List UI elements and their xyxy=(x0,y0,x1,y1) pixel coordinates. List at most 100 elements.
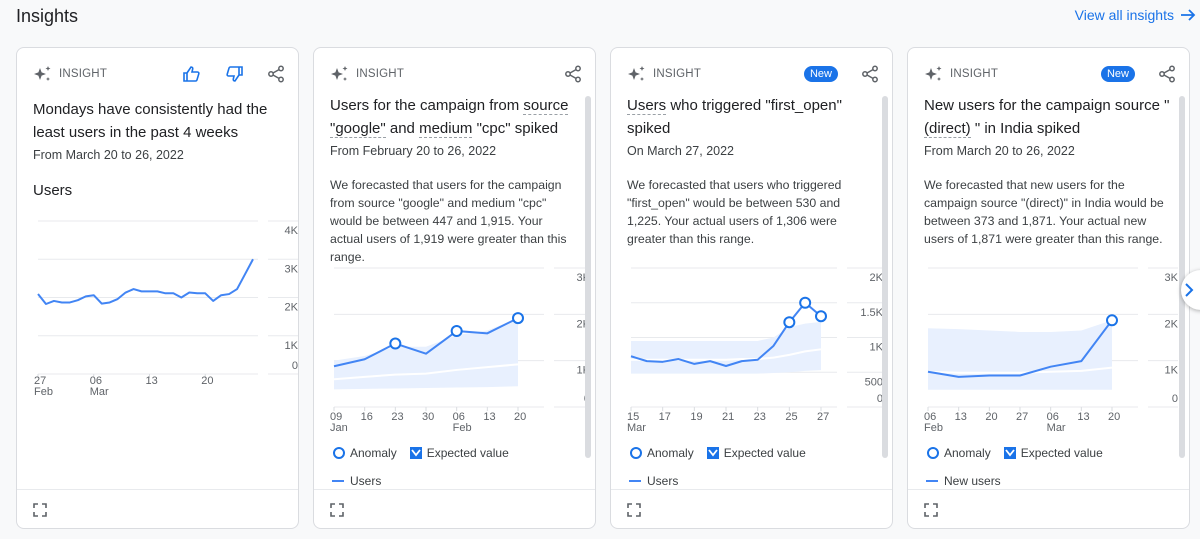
anomaly-circle-icon xyxy=(927,447,939,459)
thumbs-down-icon[interactable] xyxy=(224,64,244,84)
scrollbar[interactable] xyxy=(882,96,888,458)
legend-anomaly: Anomaly xyxy=(350,446,397,460)
dimension-medium[interactable]: medium xyxy=(419,120,473,138)
y-tick-label: 3K xyxy=(285,263,299,275)
insight-date: From March 20 to 26, 2022 xyxy=(924,144,1075,158)
insight-description: We forecasted that users for the campaig… xyxy=(330,178,567,264)
x-tick-sublabel: Feb xyxy=(34,386,53,398)
x-tick-label: 25 xyxy=(785,411,797,423)
insight-date: From March 20 to 26, 2022 xyxy=(33,148,184,162)
expand-icon[interactable] xyxy=(924,503,938,517)
y-tick-label: 0 xyxy=(292,360,298,372)
expected-value-checkbox-icon[interactable] xyxy=(1003,446,1017,460)
series-legend: New users xyxy=(926,474,1001,488)
x-tick-label: 06 xyxy=(453,411,465,423)
section-title: Insights xyxy=(16,6,79,26)
expected-value-line xyxy=(631,348,822,361)
users-anomaly-chart: 3K2K1K009Jan16233006Feb1320 xyxy=(330,267,591,434)
insight-label: INSIGHT xyxy=(356,68,405,80)
share-icon[interactable] xyxy=(563,64,583,84)
x-tick-label: 19 xyxy=(690,411,702,423)
x-tick-label: 30 xyxy=(422,411,434,423)
card-footer xyxy=(314,489,595,528)
x-tick-label: 23 xyxy=(391,411,403,423)
series-line-icon xyxy=(332,480,344,482)
insight-card-direct-india[interactable]: INSIGHT New New users for the campaign s… xyxy=(907,47,1190,529)
anomaly-point xyxy=(799,296,812,309)
share-icon[interactable] xyxy=(266,64,286,84)
x-tick-label: 15 xyxy=(627,411,639,423)
insight-date: On March 27, 2022 xyxy=(627,144,735,158)
chart-legend: Anomaly Expected value xyxy=(332,446,509,460)
insight-card-google-cpc[interactable]: INSIGHT Users for the campaign from sour… xyxy=(313,47,596,529)
x-tick-label: 23 xyxy=(754,411,766,423)
share-icon[interactable] xyxy=(860,64,880,84)
x-tick-sublabel: Feb xyxy=(453,422,472,434)
y-tick-label: 3K xyxy=(1165,272,1179,284)
view-all-insights-link[interactable]: View all insights xyxy=(1075,7,1196,23)
x-tick-sublabel: Jan xyxy=(330,422,348,434)
x-tick-label: 06 xyxy=(90,375,102,387)
dimension-value[interactable]: "google" xyxy=(330,120,386,138)
insight-card-mondays[interactable]: INSIGHT Mondays have consistently had th… xyxy=(16,47,299,529)
x-tick-label: 13 xyxy=(1077,411,1089,423)
card-footer xyxy=(17,489,298,528)
dimension-source[interactable]: source xyxy=(523,97,569,115)
title-text: " in India spiked xyxy=(970,120,1081,137)
expected-value-line xyxy=(333,363,519,381)
y-tick-label: 1K xyxy=(285,340,299,352)
x-tick-label: 16 xyxy=(361,411,373,423)
arrow-right-icon xyxy=(1181,9,1196,21)
expand-icon[interactable] xyxy=(627,503,641,517)
anomaly-point xyxy=(815,310,827,323)
insight-label: INSIGHT xyxy=(950,68,999,80)
expand-icon[interactable] xyxy=(330,503,344,517)
card-footer xyxy=(611,489,892,528)
next-insights-button[interactable] xyxy=(1181,270,1200,310)
title-text: who triggered "first_open" spiked xyxy=(627,97,842,137)
x-tick-label: 06 xyxy=(1047,411,1059,423)
x-tick-label: 06 xyxy=(924,411,936,423)
scrollbar[interactable] xyxy=(585,96,591,458)
legend-expected: Expected value xyxy=(1020,446,1103,460)
y-tick-label: 1K xyxy=(870,342,884,354)
series-label: Users xyxy=(350,474,382,488)
title-text: New users for the campaign source " xyxy=(924,97,1170,114)
share-icon[interactable] xyxy=(1157,64,1177,84)
scrollbar[interactable] xyxy=(1179,96,1185,458)
insight-card-first-open[interactable]: INSIGHT New Users who triggered "first_o… xyxy=(610,47,893,529)
card-footer xyxy=(908,489,1189,528)
series-line xyxy=(37,258,254,306)
x-tick-label: 27 xyxy=(817,411,829,423)
insight-label: INSIGHT xyxy=(653,68,702,80)
anomaly-point xyxy=(783,316,796,329)
sparkle-icon xyxy=(331,66,348,81)
series-label: New users xyxy=(944,474,1001,488)
insight-date: From February 20 to 26, 2022 xyxy=(330,144,497,158)
insight-title: New users for the campaign source " (dir… xyxy=(924,94,1177,140)
insight-description: We forecasted that users who triggered "… xyxy=(627,178,842,246)
title-text: Users for the campaign from xyxy=(330,97,524,114)
anomaly-circle-icon xyxy=(333,447,345,459)
series-label: Users xyxy=(647,474,679,488)
series-legend: Users xyxy=(332,474,381,488)
legend-anomaly: Anomaly xyxy=(944,446,991,460)
expected-value-checkbox-icon[interactable] xyxy=(706,446,720,460)
series-line-icon xyxy=(926,480,938,482)
y-tick-label: 4K xyxy=(285,225,299,237)
anomaly-point xyxy=(512,312,524,325)
expand-icon[interactable] xyxy=(33,503,47,517)
new-badge: New xyxy=(803,66,838,82)
expected-value-checkbox-icon[interactable] xyxy=(409,446,423,460)
metric-label: Users xyxy=(33,182,73,199)
sparkle-icon xyxy=(34,66,51,81)
thumbs-up-icon[interactable] xyxy=(182,64,202,84)
x-tick-label: 09 xyxy=(330,411,342,423)
anomaly-point xyxy=(389,337,402,350)
dimension-value[interactable]: (direct) xyxy=(924,120,971,138)
dimension-users[interactable]: Users xyxy=(627,97,667,115)
legend-anomaly: Anomaly xyxy=(647,446,694,460)
series-line xyxy=(927,319,1113,378)
series-line xyxy=(333,317,519,368)
